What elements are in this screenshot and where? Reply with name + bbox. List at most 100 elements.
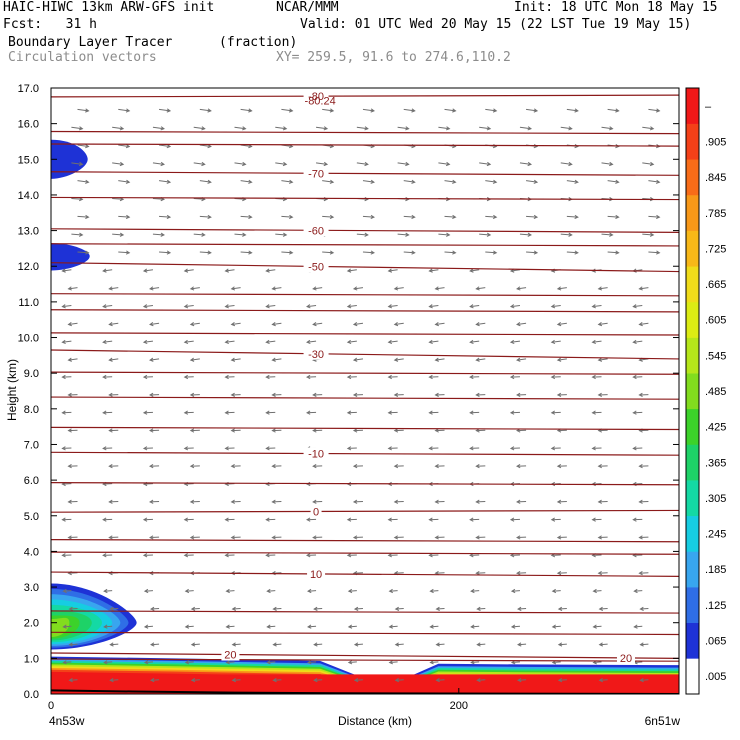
- temperature-contour: [51, 551, 679, 555]
- contour-label: -60: [308, 225, 324, 237]
- wind-vector: [632, 304, 643, 309]
- wind-vector: [469, 304, 480, 309]
- wind-vector: [108, 321, 119, 327]
- temperature-contour: [51, 571, 679, 577]
- wind-vector: [265, 446, 276, 451]
- wind-vector: [476, 678, 486, 683]
- wind-vector: [103, 588, 113, 594]
- wind-vector: [234, 126, 247, 131]
- wind-vector: [103, 624, 113, 629]
- wind-vector: [632, 517, 643, 522]
- wind-vector: [560, 126, 573, 131]
- wind-vector: [642, 161, 655, 167]
- wind-vector: [312, 428, 323, 433]
- colorbar-label: –: [705, 101, 712, 113]
- wind-vector: [428, 339, 439, 345]
- wind-vector: [469, 339, 480, 345]
- wind-vector: [597, 464, 608, 469]
- wind-vector: [266, 660, 276, 665]
- wind-vector: [434, 357, 445, 362]
- y-tick-label: 11.0: [18, 297, 39, 309]
- colorbar-swatch: [686, 622, 699, 659]
- wind-vector: [108, 357, 119, 362]
- colorbar-swatch: [686, 480, 699, 517]
- colorbar-frame: [685, 87, 700, 695]
- wind-vector: [556, 392, 567, 397]
- wind-vector: [550, 304, 561, 309]
- wind-vector: [429, 588, 439, 594]
- wind-vector: [224, 410, 235, 415]
- wind-vector: [642, 126, 655, 131]
- wind-vector: [271, 428, 282, 433]
- wind-vector: [592, 624, 602, 629]
- wind-vector: [591, 339, 602, 345]
- wind-vector: [312, 464, 323, 469]
- wind-vector: [67, 357, 78, 362]
- colorbar-label: .785: [705, 208, 726, 220]
- wind-vector: [271, 357, 282, 362]
- wind-vector: [183, 304, 194, 309]
- wind-vector: [607, 214, 620, 220]
- wind-vector: [234, 232, 247, 237]
- wind-vector: [67, 286, 78, 291]
- wind-vector: [184, 624, 194, 629]
- wind-vector: [632, 374, 643, 380]
- wind-vector: [601, 161, 614, 167]
- wind-vector: [68, 606, 78, 611]
- wind-vector: [224, 374, 235, 380]
- wind-vector: [597, 499, 608, 504]
- wind-vector: [648, 250, 661, 255]
- wind-vector: [556, 570, 567, 576]
- wind-vector: [108, 428, 119, 433]
- wind-vector: [353, 678, 363, 683]
- wind-vector: [224, 268, 235, 273]
- wind-vector: [470, 588, 480, 594]
- wind-vector: [469, 446, 480, 451]
- wind-vector: [118, 108, 131, 113]
- wind-vector: [240, 250, 253, 255]
- wind-vector: [67, 321, 78, 327]
- wind-vector: [346, 339, 357, 345]
- wind-vector: [62, 588, 72, 594]
- x-tick-label: 0: [48, 700, 54, 712]
- temperature-contour: [51, 293, 679, 297]
- y-tick-label: 8.0: [24, 404, 39, 416]
- wind-vector: [517, 642, 527, 647]
- wind-vector: [102, 339, 113, 345]
- x-end-label: 6n51w: [645, 714, 681, 728]
- wind-vector: [240, 108, 253, 113]
- wind-vector: [393, 357, 404, 362]
- colorbar: .005 .065 .125 .185 .245 .305 .365 .425 .485 .545…: [685, 87, 726, 695]
- wind-vector: [102, 517, 113, 522]
- wind-vector: [118, 250, 131, 255]
- temperature-contour: [51, 349, 679, 360]
- colorbar-swatch: [686, 515, 699, 552]
- wind-vector: [601, 232, 614, 237]
- valid-time: Valid: 01 UTC Wed 20 May 15 (22 LST Tue …: [300, 17, 692, 32]
- contour-label-bg: [310, 505, 322, 518]
- wind-vector: [322, 250, 335, 255]
- contour-label: 10: [310, 569, 322, 581]
- wind-vector: [108, 535, 119, 540]
- temperature-contour: [51, 426, 679, 431]
- wind-vector: [240, 214, 253, 220]
- wind-vector: [142, 339, 154, 345]
- wind-vector: [281, 179, 294, 184]
- wind-vector: [388, 660, 398, 665]
- wind-vector: [306, 553, 317, 558]
- wind-vector: [387, 410, 398, 415]
- wind-vector: [199, 179, 212, 184]
- wind-vector: [346, 553, 357, 558]
- contour-label: 20: [620, 653, 632, 665]
- colorbar-swatch: [686, 230, 699, 267]
- colorbar-label: .545: [705, 350, 726, 362]
- wind-vector: [109, 606, 119, 611]
- wind-vector: [550, 339, 561, 345]
- y-tick-label: 10.0: [18, 333, 39, 345]
- wind-vector: [102, 446, 113, 451]
- wind-vector: [428, 553, 439, 558]
- wind-vector: [550, 446, 561, 451]
- temperature-contour: [51, 451, 679, 456]
- temperature-contour: [51, 482, 679, 486]
- wind-vector: [190, 678, 200, 683]
